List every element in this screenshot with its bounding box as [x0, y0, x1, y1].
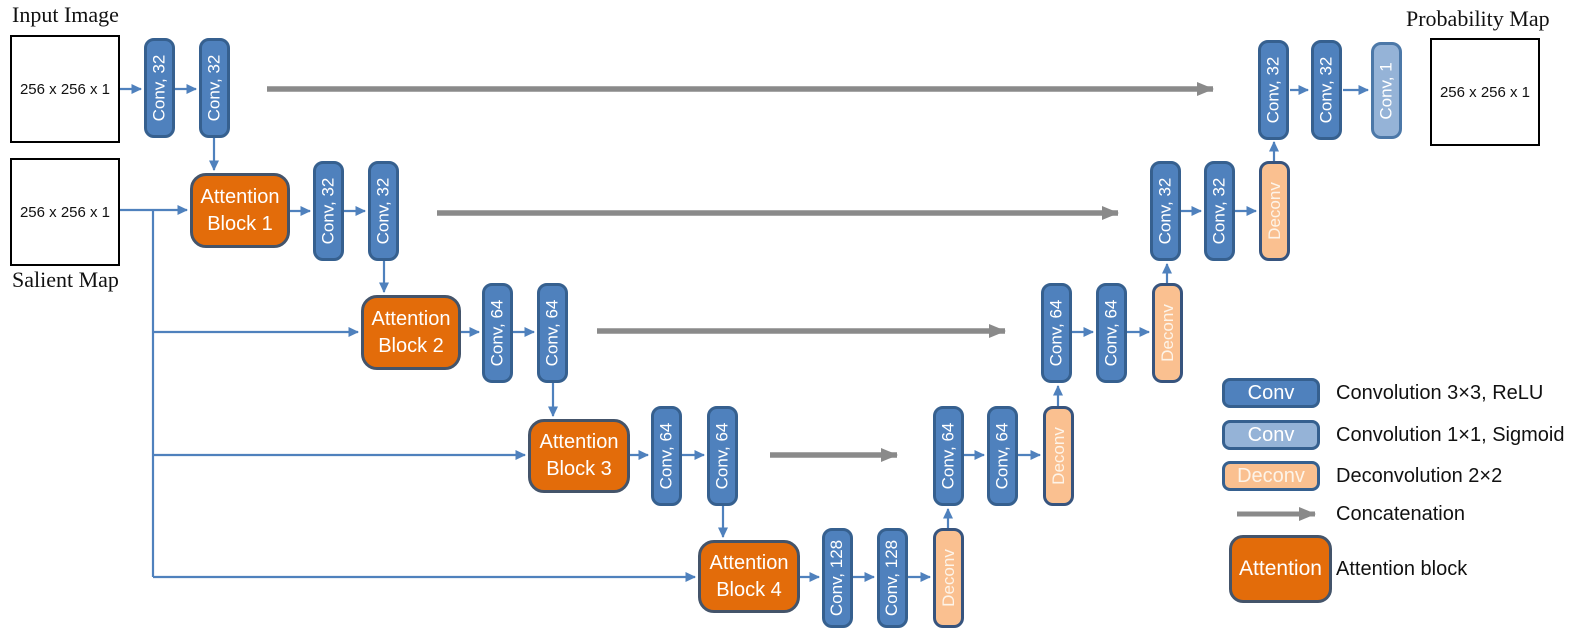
legend-item-deconv: Deconv Deconvolution 2×2 — [1222, 461, 1502, 491]
deconv-swatch: Deconv — [1222, 461, 1320, 491]
input-image-size-label: 256 x 256 x 1 — [19, 80, 111, 98]
deconv-swatch-label: Deconv — [1237, 464, 1305, 487]
salient-map-box: 256 x 256 x 1 — [10, 158, 120, 266]
probability-map-box: 256 x 256 x 1 — [1430, 38, 1540, 146]
attention-label: Attention block — [1336, 557, 1468, 580]
conv3x3-swatch: Conv — [1222, 378, 1320, 408]
conv1x1-swatch-label: Conv — [1247, 423, 1295, 446]
concatenation-label: Concatenation — [1336, 502, 1465, 525]
concatenation-arrow-swatch — [1222, 499, 1320, 529]
conv3x3-swatch-label: Conv — [1247, 381, 1295, 404]
probability-map-size-label: 256 x 256 x 1 — [1439, 83, 1531, 101]
input-image-box: 256 x 256 x 1 — [10, 35, 120, 143]
legend-item-attention: Attention Attention block — [1229, 535, 1467, 603]
legend-item-concatenation: Concatenation — [1222, 499, 1465, 529]
attention-swatch-label: Attention — [1239, 557, 1322, 580]
legend-item-conv1x1: Conv Convolution 1×1, Sigmoid — [1222, 420, 1564, 450]
conv3x3-label: Convolution 3×3, ReLU — [1336, 381, 1544, 404]
legend-item-conv3x3: Conv Convolution 3×3, ReLU — [1222, 378, 1543, 408]
conv1x1-swatch: Conv — [1222, 420, 1320, 450]
attention-swatch: Attention — [1229, 535, 1332, 603]
probability-map-title: Probability Map — [1406, 6, 1550, 31]
conv1x1-label: Convolution 1×1, Sigmoid — [1336, 423, 1565, 446]
deconv-label: Deconvolution 2×2 — [1336, 464, 1503, 487]
salient-map-title: Salient Map — [12, 267, 119, 292]
salient-map-size-label: 256 x 256 x 1 — [19, 203, 111, 221]
input-image-title: Input Image — [12, 2, 119, 27]
